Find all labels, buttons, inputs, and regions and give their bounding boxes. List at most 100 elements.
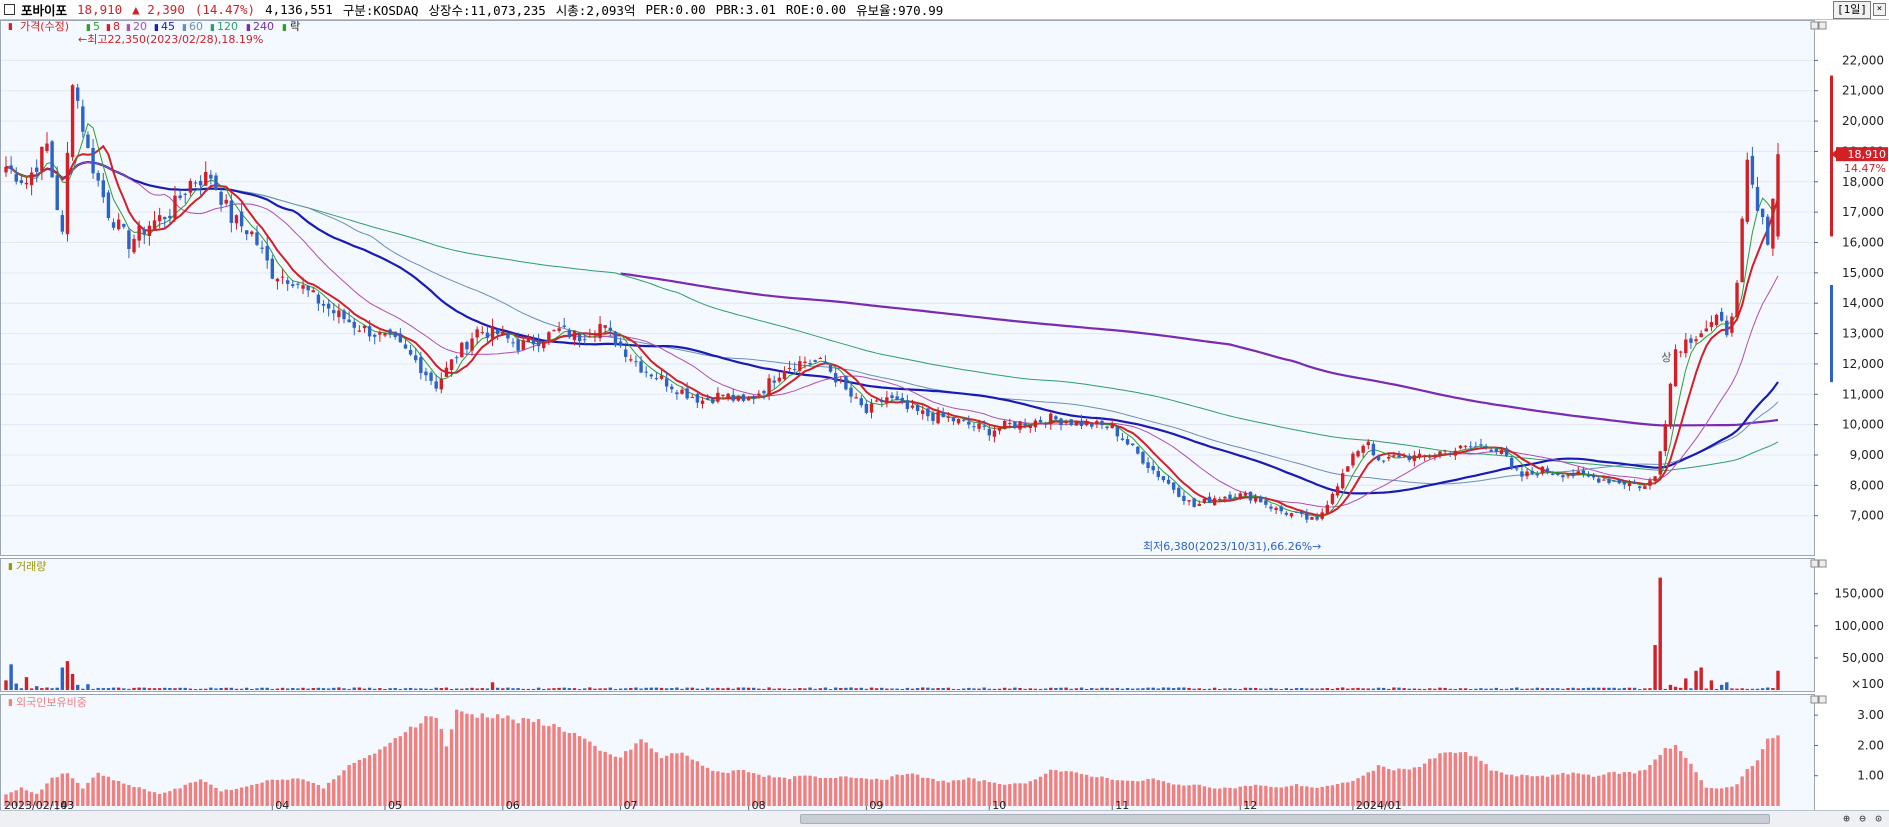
foreign-bar — [204, 781, 208, 806]
volume-bar — [1694, 670, 1698, 690]
candle — [792, 369, 797, 371]
volume-bar — [1484, 688, 1488, 690]
volume-bar — [224, 687, 228, 690]
candle — [311, 290, 315, 293]
candle — [449, 359, 454, 371]
candle — [1064, 422, 1068, 424]
volume-bar — [746, 687, 751, 690]
foreign-bar — [1320, 787, 1324, 806]
foreign-bar — [726, 773, 730, 806]
foreign-bar — [1310, 787, 1314, 806]
volume-bar — [1658, 577, 1662, 690]
foreign-bar — [890, 776, 894, 806]
candle — [388, 329, 392, 335]
foreign-bar — [1079, 774, 1084, 806]
price-tick-label: 7,000 — [1850, 509, 1884, 523]
candle — [1474, 446, 1478, 448]
foreign-bar — [629, 749, 633, 806]
foreign-bar — [1704, 787, 1709, 806]
volume-bar — [347, 688, 351, 690]
volume-bar — [1248, 687, 1253, 690]
candle — [956, 418, 961, 424]
candle — [649, 374, 653, 377]
period-selector[interactable]: [1일] — [1833, 1, 1871, 19]
foreign-bar — [1023, 783, 1027, 806]
volume-bar — [1197, 688, 1201, 690]
candle — [1458, 445, 1463, 449]
candle — [1745, 159, 1749, 222]
candle — [1084, 421, 1089, 426]
candle — [552, 330, 556, 332]
candle — [1192, 498, 1196, 507]
stock-chart[interactable]: 7,000 8,000 9,000 10,000 11,000 12,000 13,000 1… — [0, 20, 1889, 810]
volume-bar — [419, 688, 423, 690]
price-tick-label: 13,000 — [1842, 327, 1884, 341]
foreign-bar — [1228, 787, 1232, 806]
volume-bar — [1530, 688, 1534, 690]
close-icon[interactable]: × — [1873, 3, 1886, 16]
zoom-reset-icon[interactable]: ⊙ — [1875, 812, 1882, 825]
volume-bar — [291, 688, 295, 690]
volume-bar — [1719, 684, 1724, 690]
candle — [1479, 444, 1483, 446]
legend-ma-label: 20 — [133, 20, 147, 33]
foreign-bar — [40, 789, 44, 806]
candle — [634, 361, 638, 363]
volume-bar — [1330, 688, 1335, 690]
candle — [536, 340, 541, 347]
volume-bar — [122, 688, 126, 690]
volume-bar — [762, 688, 766, 690]
zoom-out-icon[interactable]: ⊖ — [1859, 812, 1866, 825]
candle — [1699, 333, 1703, 338]
candle — [1576, 471, 1580, 475]
volume-bar — [1638, 688, 1642, 690]
volume-bar — [757, 688, 761, 690]
volume-bar — [9, 664, 13, 690]
foreign-bar — [1617, 773, 1621, 806]
candle — [1704, 328, 1709, 332]
scroll-thumb[interactable] — [800, 814, 1770, 824]
candle — [1335, 486, 1340, 496]
candle — [1243, 493, 1248, 496]
month-label: 05 — [388, 799, 402, 810]
volume-bar — [874, 688, 879, 690]
foreign-bar — [1233, 788, 1237, 806]
foreign-bar — [1264, 785, 1268, 806]
foreign-bar — [946, 782, 951, 806]
volume-bar — [168, 687, 172, 690]
zoom-in-icon[interactable]: ⊕ — [1843, 812, 1850, 825]
horizontal-scrollbar[interactable]: ⊕ ⊖ ⊙ — [0, 810, 1889, 827]
volume-bar — [634, 687, 638, 690]
candle — [1207, 496, 1212, 503]
volume-bar — [316, 687, 321, 690]
volume-bar — [1643, 688, 1647, 690]
candle — [362, 325, 367, 329]
candle — [1443, 450, 1447, 452]
candle — [1750, 155, 1755, 185]
candle — [1141, 451, 1145, 464]
candle — [1607, 478, 1611, 484]
volume-tick-label: 150,000 — [1834, 587, 1884, 601]
stock-name[interactable]: 포바이포 — [21, 3, 68, 18]
volume-bar — [982, 687, 986, 690]
panel-close-icon — [1818, 21, 1827, 30]
volume-bar — [1684, 678, 1688, 690]
volume-bar — [1745, 688, 1749, 690]
foreign-bar — [736, 769, 741, 806]
volume-bar — [501, 688, 505, 690]
volume-bar — [403, 688, 408, 690]
volume-bar — [429, 688, 433, 690]
select-checkbox[interactable] — [4, 4, 15, 15]
candle — [1233, 496, 1237, 498]
volume-bar — [111, 687, 116, 690]
legend-price-label: 가격(수정) — [20, 20, 69, 33]
foreign-bar — [337, 775, 341, 806]
foreign-bar — [562, 731, 566, 806]
volume-bar — [1730, 688, 1734, 690]
volume-bar — [798, 687, 802, 690]
candle — [977, 423, 981, 429]
trade-volume: 4,136,551 — [265, 2, 333, 17]
candle — [106, 192, 111, 218]
candle — [787, 367, 792, 369]
candle — [1714, 314, 1719, 326]
